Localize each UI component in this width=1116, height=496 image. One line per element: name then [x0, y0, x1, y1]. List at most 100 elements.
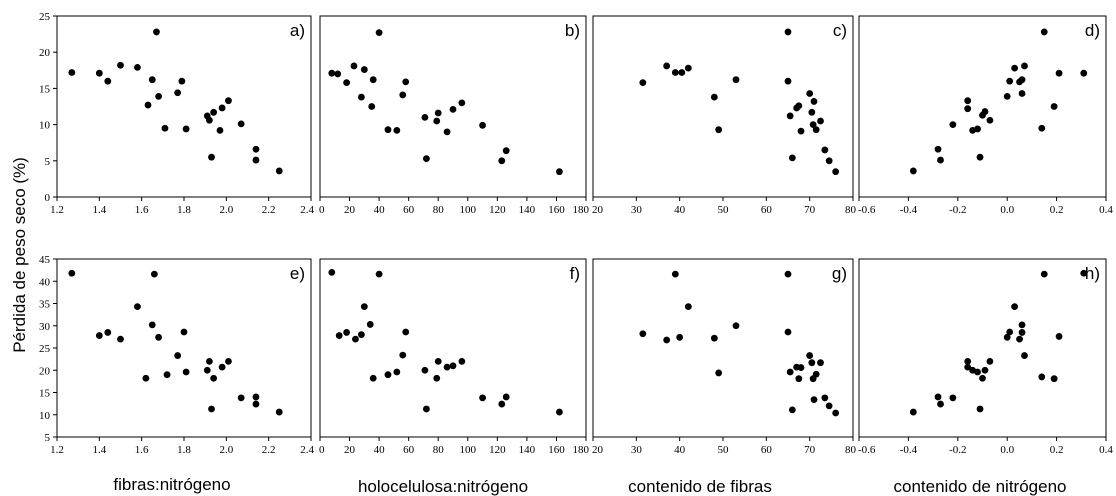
panel-frame — [319, 258, 587, 438]
x-tick-label: 0.4 — [1099, 444, 1113, 456]
y-tick-label: 0 — [45, 192, 51, 204]
data-point — [399, 351, 407, 359]
data-point — [663, 336, 671, 344]
data-point — [732, 76, 740, 84]
data-point — [218, 363, 226, 371]
data-point — [449, 362, 457, 370]
data-point — [1018, 76, 1026, 84]
data-point — [1021, 352, 1028, 359]
data-point — [237, 394, 245, 402]
data-point — [976, 153, 984, 161]
x-tick-label: 2.2 — [262, 204, 276, 216]
x-tick-label: 60 — [761, 204, 773, 216]
panel-label: e) — [290, 264, 305, 283]
data-point — [117, 61, 124, 69]
data-point — [225, 357, 232, 365]
data-point — [68, 269, 76, 277]
data-point — [498, 400, 506, 408]
data-point — [182, 368, 190, 376]
panel-frame — [858, 15, 1107, 198]
panel-frame — [592, 15, 854, 198]
data-point — [225, 97, 232, 105]
data-point — [810, 396, 818, 404]
data-point — [328, 69, 336, 77]
data-point — [366, 321, 374, 328]
data-point — [178, 77, 186, 85]
data-point — [360, 303, 368, 311]
x-tick-label: 160 — [548, 444, 565, 456]
panel-b: b) 0 20 40 60 80 100 120 140 160 180 — [319, 15, 590, 216]
data-point — [402, 328, 410, 336]
data-point — [433, 117, 441, 125]
data-point — [449, 105, 457, 113]
data-point — [218, 104, 226, 112]
data-point — [949, 121, 957, 128]
panel-frame — [592, 258, 854, 438]
data-point — [937, 156, 944, 164]
x-axis-label-fibras-nitrogeno: fibras:nitrógeno — [113, 475, 230, 494]
data-point — [208, 153, 215, 161]
data-point — [832, 409, 840, 417]
data-point — [335, 332, 343, 339]
data-point — [479, 121, 486, 129]
data-point — [134, 303, 141, 311]
data-point — [964, 357, 972, 365]
data-point — [498, 157, 506, 165]
data-point — [671, 270, 679, 278]
data-point — [433, 374, 441, 382]
x-tick-label: 40 — [674, 444, 686, 456]
y-tick-label: 5 — [45, 156, 51, 168]
panel-a: a) 1.2 1.4 1.6 1.8 2.0 2.2 2.4 0 5 10 15 20 25 — [39, 11, 315, 216]
panel-frame — [858, 258, 1107, 438]
panel-label: a) — [290, 21, 305, 40]
panel-label: h) — [1085, 264, 1100, 283]
data-point — [1011, 64, 1019, 72]
x-tick-label: 120 — [489, 204, 506, 216]
x-tick-label: 2.4 — [300, 204, 314, 216]
data-point — [206, 357, 213, 365]
panel-f: f) 0 20 40 60 80 100 120 140 160 180 — [319, 258, 590, 456]
data-point — [203, 366, 211, 374]
data-point — [821, 146, 829, 154]
y-tick-label: 45 — [39, 254, 51, 266]
x-tick-label: 1.6 — [135, 444, 149, 456]
x-tick-label: 80 — [845, 444, 857, 456]
data-point — [810, 98, 818, 105]
data-point — [328, 268, 336, 276]
data-point — [821, 394, 829, 402]
panel-h: h) -0.6 -0.4 -0.2 0.0 0.2 0.4 — [858, 258, 1113, 456]
x-tick-label: 140 — [519, 444, 536, 456]
x-tick-label: 60 — [761, 444, 773, 456]
data-point — [1055, 69, 1063, 77]
panel-label: b) — [565, 21, 580, 40]
x-tick-label: 2.0 — [219, 444, 233, 456]
data-point — [1006, 77, 1014, 85]
data-point — [393, 368, 401, 376]
data-point — [684, 64, 692, 72]
x-tick-label: 50 — [718, 204, 730, 216]
x-tick-label: 40 — [374, 444, 386, 456]
x-tick-label: -0.6 — [858, 204, 876, 216]
x-tick-label: -0.4 — [900, 444, 918, 456]
data-point — [812, 370, 820, 378]
panel-c: c) 20 30 40 50 60 70 80 — [592, 15, 857, 216]
x-tick-label: -0.4 — [900, 204, 918, 216]
x-tick-label: 2.0 — [219, 204, 233, 216]
data-point — [788, 406, 796, 414]
x-tick-label: 0.0 — [1000, 444, 1014, 456]
x-tick-label: 0.4 — [1099, 204, 1113, 216]
data-point — [934, 393, 942, 401]
data-point — [825, 157, 833, 165]
data-point — [964, 105, 972, 113]
panel-d: d) -0.6 -0.4 -0.2 0.0 0.2 0.4 — [858, 15, 1113, 216]
data-point — [443, 128, 451, 136]
data-point — [95, 332, 103, 339]
panel-frame — [319, 15, 587, 198]
y-tick-label: 15 — [39, 388, 51, 400]
data-point — [976, 405, 984, 413]
x-tick-label: 0 — [319, 204, 325, 216]
x-tick-label: 1.6 — [135, 204, 149, 216]
x-tick-label: 70 — [804, 204, 816, 216]
data-point — [786, 368, 794, 376]
